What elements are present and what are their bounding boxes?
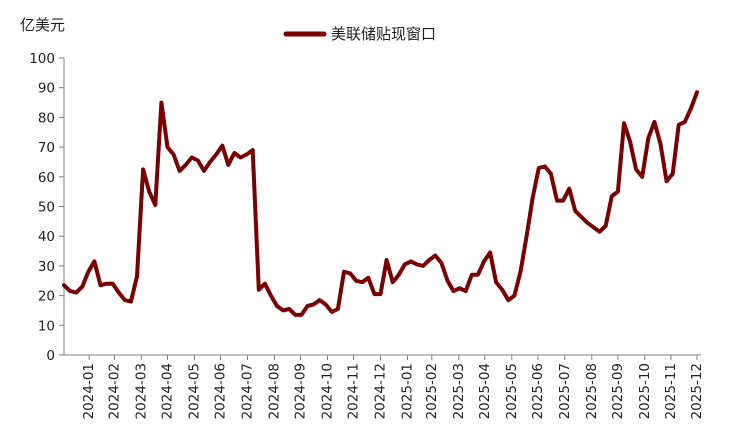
x-tick-label: 2025-09	[610, 363, 626, 419]
y-axis-ticks: 0 10 20 30 40 50 60 70 80 90 100	[29, 51, 64, 364]
y-tick-label: 0	[46, 348, 55, 364]
x-tick-label: 2024-11	[346, 363, 362, 419]
x-tick-label: 2024-12	[373, 363, 389, 419]
x-tick-label: 2024-09	[293, 363, 309, 419]
y-tick-label: 30	[38, 259, 55, 275]
x-tick-label: 2025-03	[451, 363, 467, 419]
series-line-0	[62, 90, 699, 317]
x-tick-label: 2025-11	[663, 363, 679, 419]
y-tick-label: 50	[38, 200, 55, 216]
x-tick-label: 2025-10	[637, 363, 653, 419]
y-tick-label: 60	[38, 170, 55, 186]
y-tick-label: 40	[38, 229, 55, 245]
y-tick-label: 10	[38, 318, 55, 334]
x-tick-label: 2025-06	[530, 363, 546, 419]
x-tick-label: 2025-04	[477, 363, 493, 419]
x-tick-label: 2024-01	[81, 363, 97, 419]
y-tick-label: 80	[38, 110, 55, 126]
x-tick-label: 2024-06	[213, 363, 229, 419]
y-tick-label: 20	[38, 289, 55, 305]
x-tick-label: 2024-08	[266, 363, 282, 419]
x-tick-label: 2024-05	[186, 363, 202, 419]
x-tick-label: 2025-07	[557, 363, 573, 419]
x-axis-ticks: 2024-01 2024-02 2024-03 2024-04 2024-05 2024-…	[81, 355, 705, 419]
y-tick-label: 70	[38, 140, 55, 156]
x-tick-label: 2024-02	[106, 363, 122, 419]
y-tick-label: 90	[38, 81, 55, 97]
x-tick-label: 2024-04	[159, 363, 175, 419]
x-tick-label: 2024-10	[319, 363, 335, 419]
x-tick-label: 2025-02	[424, 363, 440, 419]
x-tick-label: 2025-01	[399, 363, 415, 419]
legend: 美联储贴现窗口	[283, 25, 436, 43]
x-tick-label: 2025-05	[504, 363, 520, 419]
x-tick-label: 2024-03	[133, 363, 149, 419]
y-unit-label: 亿美元	[20, 16, 65, 34]
legend-label: 美联储贴现窗口	[331, 25, 436, 43]
plot-area	[62, 90, 699, 317]
x-tick-label: 2025-12	[689, 363, 705, 419]
x-tick-label: 2024-07	[239, 363, 255, 419]
y-tick-label: 100	[29, 51, 55, 67]
x-tick-label: 2025-08	[584, 363, 600, 419]
